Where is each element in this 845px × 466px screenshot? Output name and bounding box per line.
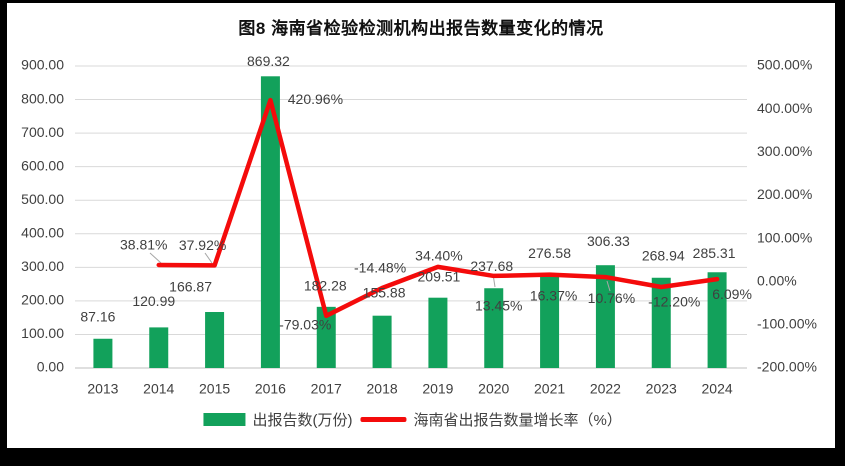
- label-leader-line: [204, 252, 213, 264]
- growth-rate-label: 420.96%: [288, 91, 343, 107]
- growth-rate-label: -12.20%: [648, 294, 700, 310]
- bar-2017: [316, 306, 336, 368]
- x-axis-tick-label: 2013: [87, 381, 118, 397]
- growth-rate-label: 34.40%: [415, 248, 462, 264]
- y-axis-right-tick-label: -100.00%: [757, 316, 817, 332]
- chart-legend: 出报告数(万份) 海南省出报告数量增长率（%）: [203, 409, 622, 430]
- y-axis-right-tick-label: -200.00%: [757, 359, 817, 375]
- chart-title: 图8 海南省检验检测机构出报告数量变化的情况: [238, 19, 604, 38]
- y-axis-left-tick-label: 600.00: [21, 157, 64, 173]
- x-axis-tick-label: 2015: [199, 381, 230, 397]
- growth-rate-line: [156, 97, 720, 319]
- legend-item-line: 海南省出报告数量增长率（%）: [360, 409, 622, 430]
- bar-2013: [93, 338, 113, 368]
- bar-2024: [707, 272, 727, 368]
- x-axis-tick-label: 2016: [255, 381, 286, 397]
- growth-rate-label: 13.45%: [475, 298, 522, 314]
- line-series-swatch-icon: [360, 417, 407, 422]
- x-axis-tick-label: 2022: [590, 381, 621, 397]
- bar-2014: [149, 327, 169, 368]
- x-axis-tick-label: 2014: [143, 381, 174, 397]
- growth-rate-label: 37.92%: [179, 237, 226, 253]
- bar-value-label: 276.58: [528, 245, 571, 261]
- bar-2022: [595, 265, 615, 368]
- growth-rate-label: -79.03%: [279, 317, 331, 333]
- bar-2018: [372, 315, 392, 368]
- y-axis-left-tick-label: 200.00: [21, 292, 64, 308]
- y-axis-right-tick-label: 200.00%: [757, 186, 812, 202]
- y-axis-left-tick-label: 400.00: [21, 224, 64, 240]
- y-axis-right-tick-label: 100.00%: [757, 229, 812, 245]
- x-axis-tick-label: 2017: [311, 381, 342, 397]
- bar-value-label: 182.28: [304, 278, 347, 294]
- y-axis-left-tick-label: 0.00: [37, 359, 64, 375]
- x-axis-tick-label: 2023: [646, 381, 677, 397]
- bar-2021: [540, 275, 560, 368]
- legend-item-bars: 出报告数(万份): [203, 409, 352, 430]
- bar-value-label: 869.32: [247, 53, 290, 69]
- y-axis-left-tick-label: 800.00: [21, 90, 64, 106]
- bar-value-label: 209.51: [418, 268, 461, 284]
- y-axis-right-tick-label: 500.00%: [757, 57, 812, 73]
- bar-2016: [260, 76, 280, 368]
- y-axis-right-tick-label: 400.00%: [757, 100, 812, 116]
- growth-rate-label: 16.37%: [530, 287, 577, 303]
- y-axis-left-tick-label: 100.00: [21, 325, 64, 341]
- bar-2020: [484, 288, 504, 368]
- x-axis-tick-label: 2021: [534, 381, 565, 397]
- y-axis-left-tick-label: 700.00: [21, 124, 64, 140]
- y-axis-left-tick-label: 900.00: [21, 57, 64, 73]
- bar-2023: [651, 277, 671, 368]
- bar-value-label: 166.87: [169, 279, 212, 295]
- bar-value-label: 285.31: [693, 245, 736, 261]
- x-axis-tick-label: 2019: [422, 381, 453, 397]
- bar-2015: [205, 312, 225, 368]
- bar-2019: [428, 297, 448, 368]
- growth-rate-label: 6.09%: [712, 286, 752, 302]
- label-leader-line: [606, 280, 611, 292]
- bar-value-label: 155.88: [363, 284, 406, 300]
- y-axis-left-tick-label: 300.00: [21, 258, 64, 274]
- label-leader-line: [149, 252, 162, 264]
- x-axis-tick-label: 2018: [367, 381, 398, 397]
- legend-label-bars: 出报告数(万份): [252, 412, 353, 429]
- bar-value-label: 237.68: [470, 258, 513, 274]
- growth-rate-label: 38.81%: [120, 237, 167, 253]
- y-axis-right-tick-label: 0.00%: [757, 272, 797, 288]
- bar-value-label: 306.33: [587, 233, 630, 249]
- chart-canvas: 图8 海南省检验检测机构出报告数量变化的情况 0.00 100.00 200.00 3…: [7, 3, 835, 448]
- bar-value-label: 87.16: [80, 308, 115, 324]
- y-axis-left-tick-label: 500.00: [21, 191, 64, 207]
- x-axis-tick-label: 2024: [702, 381, 733, 397]
- growth-rate-label: -14.48%: [354, 260, 406, 276]
- legend-label-line: 海南省出报告数量增长率（%）: [413, 412, 622, 429]
- bar-value-label: 268.94: [642, 247, 685, 263]
- y-axis-right-tick-label: 300.00%: [757, 143, 812, 159]
- growth-rate-label: 10.76%: [588, 290, 635, 306]
- bar-value-label: 120.99: [132, 293, 175, 309]
- bar-series-swatch-icon: [203, 413, 246, 426]
- x-axis-tick-label: 2020: [478, 381, 509, 397]
